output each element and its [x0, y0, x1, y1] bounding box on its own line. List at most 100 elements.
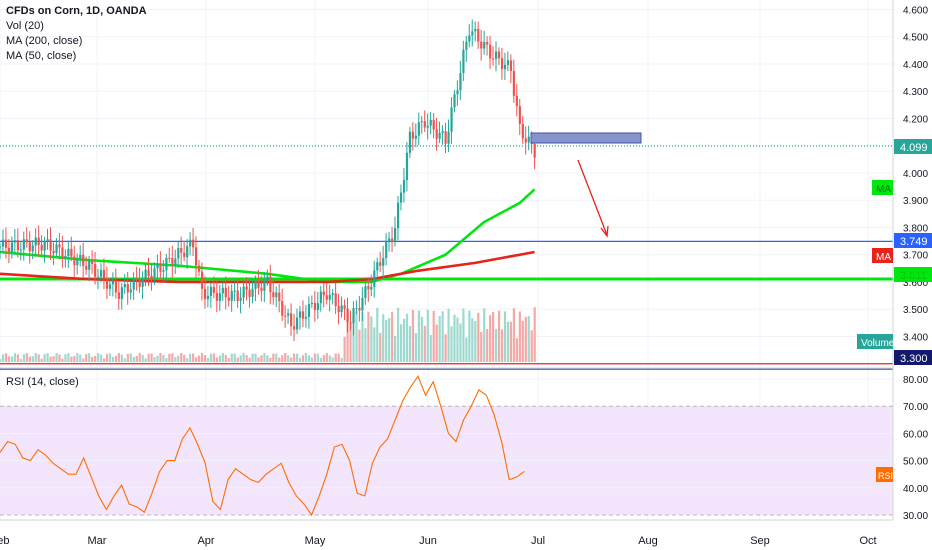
candle-body: [13, 240, 17, 243]
candle-body: [512, 70, 516, 96]
candle-body: [215, 292, 219, 301]
volume-bar: [509, 321, 513, 362]
candle-body: [346, 308, 349, 323]
candle-body: [275, 292, 278, 298]
volume-bar: [319, 357, 322, 362]
candle-body: [358, 307, 361, 311]
candle-body: [471, 31, 474, 36]
volume-bar: [19, 358, 22, 362]
candle-body: [102, 270, 106, 278]
volume-bar: [4, 353, 8, 362]
candle-body: [355, 307, 358, 309]
volume-bar: [399, 324, 403, 362]
candle-body: [203, 288, 207, 300]
volume-bar: [376, 307, 379, 362]
price-tick-label: 4.600: [903, 5, 928, 16]
volume-bar: [251, 353, 254, 362]
candle-body: [408, 131, 412, 153]
candle-body: [396, 202, 400, 229]
volume-bar: [506, 321, 510, 362]
volume-bar: [373, 327, 376, 362]
volume-bar: [263, 353, 266, 362]
candle-body: [28, 242, 31, 252]
volume-bar: [474, 320, 477, 362]
time-tick-label: Sep: [750, 535, 770, 547]
volume-bar: [1, 354, 5, 362]
volume-bar: [477, 312, 480, 362]
rsi-axis[interactable]: 80.00 70.00 60.00 50.00 40.00 30.00: [903, 375, 928, 522]
candle-body: [515, 95, 518, 107]
volume-bar: [37, 354, 40, 362]
time-axis[interactable]: Feb Mar Apr May Jun Jul Aug Sep Oct: [0, 535, 877, 547]
volume-bar: [49, 356, 52, 362]
volume-bar: [278, 357, 281, 362]
volume-bar: [117, 353, 120, 362]
volume-bar: [206, 357, 210, 362]
candle-body: [111, 280, 115, 285]
volume-bar: [111, 356, 115, 362]
volume-bar: [468, 310, 471, 362]
candle-body: [411, 131, 415, 139]
volume-bar: [162, 354, 165, 362]
candle-body: [245, 286, 248, 290]
candle-body: [310, 302, 314, 305]
price-tick-label: 3.500: [903, 305, 928, 316]
candle-body: [55, 244, 58, 254]
volume-bar: [192, 353, 195, 362]
price-tick-label: 4.300: [903, 87, 928, 98]
candle-body: [117, 292, 120, 299]
volume-bar: [135, 355, 138, 362]
candle-body: [296, 317, 299, 330]
candle-body: [367, 286, 370, 290]
candle-body: [16, 240, 20, 251]
volume-bar: [322, 355, 325, 362]
price-axis[interactable]: 4.6004.5004.4004.3004.2004.1004.0003.900…: [903, 5, 928, 343]
volume-bar: [183, 354, 186, 362]
volume-bar: [483, 308, 486, 362]
volume-bar: [70, 356, 73, 362]
candle-body: [147, 269, 150, 276]
volume-bar: [394, 335, 397, 362]
candle-body: [94, 263, 97, 277]
candle-body: [450, 107, 453, 132]
candle-body: [22, 239, 25, 250]
candle-body: [304, 316, 308, 319]
candle-body: [331, 293, 334, 295]
volume-bar: [129, 353, 132, 362]
candle-body: [269, 276, 272, 293]
volume-bar: [236, 357, 239, 362]
volume-bar: [254, 353, 257, 362]
down-arrow[interactable]: [577, 159, 609, 238]
candle-body: [503, 64, 507, 70]
candle-body: [221, 287, 224, 294]
candle-body: [138, 279, 141, 287]
rsi-tag: RSI: [876, 467, 893, 482]
volume-bar: [471, 318, 474, 362]
main-legend: CFDs on Corn, 1D, OANDA Vol (20) MA (200…: [6, 4, 147, 64]
volume-bar: [108, 353, 112, 362]
candle-body: [123, 284, 126, 288]
candle-body: [492, 58, 495, 60]
volume-bar: [165, 358, 168, 362]
candle-body: [70, 248, 73, 257]
candle-body: [114, 280, 118, 293]
volume-bar: [248, 357, 251, 362]
volume-bar: [203, 354, 207, 362]
volume-bar: [337, 353, 340, 362]
candle-body: [58, 244, 61, 248]
candle-body: [88, 261, 91, 270]
rsi-grid: [0, 378, 893, 516]
time-tick-label: Apr: [197, 535, 214, 547]
candle-body: [462, 49, 465, 74]
target-rectangle[interactable]: [530, 132, 642, 144]
volume-bar: [358, 329, 361, 362]
candle-body: [494, 51, 498, 59]
rsi-tick-label: 30.00: [903, 511, 928, 522]
volume-bar: [494, 329, 498, 362]
volume-bar: [266, 355, 269, 362]
candle-body: [165, 257, 168, 271]
volume-bar: [200, 353, 204, 362]
candle-body: [290, 313, 293, 327]
volume-bar: [34, 353, 37, 362]
